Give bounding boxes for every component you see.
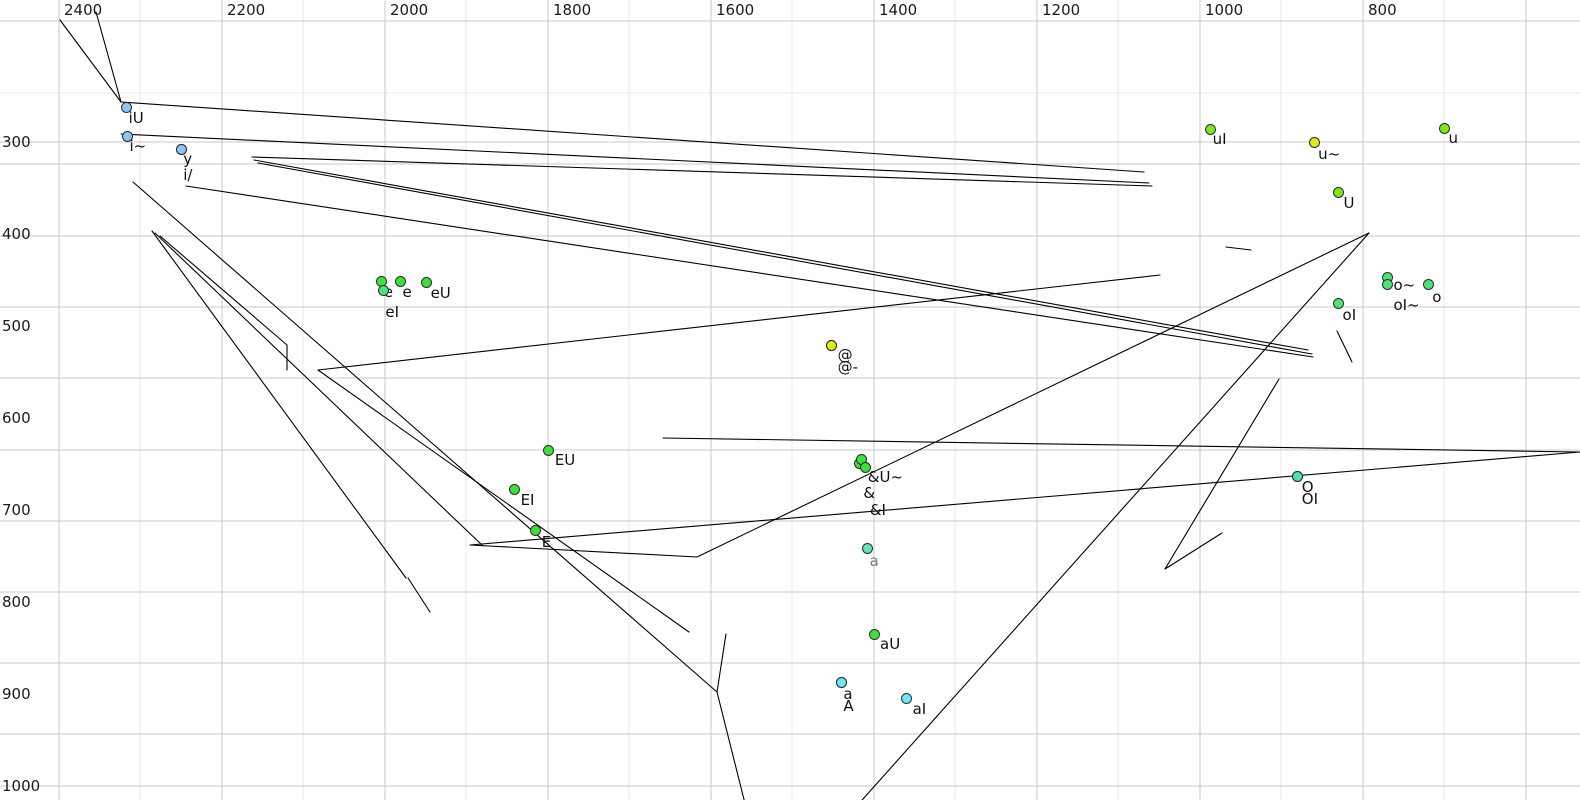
data-point-eU[interactable] (421, 277, 433, 289)
data-point-oI[interactable] (1333, 297, 1345, 309)
data-point-OI[interactable] (1292, 471, 1304, 483)
vowel-label-a: a (869, 551, 879, 570)
data-point-iU[interactable] (121, 102, 133, 114)
vowel-label-@-: @- (837, 358, 859, 377)
vowel-label-EI: EI (520, 490, 535, 509)
data-point-o[interactable] (1422, 279, 1434, 291)
vowel-label-&: & (863, 484, 876, 503)
x-tick-2000: 2000 (390, 1, 429, 19)
vowel-label-uI: uI (1212, 130, 1227, 149)
data-point-aU[interactable] (868, 628, 880, 640)
x-tick-1800: 1800 (553, 1, 592, 19)
data-point-@-[interactable] (826, 339, 838, 351)
data-point-U[interactable] (1333, 187, 1345, 199)
vowel-label-E: E (541, 533, 552, 552)
data-point-u[interactable] (1439, 122, 1450, 134)
data-point-u~[interactable] (1308, 136, 1320, 148)
x-tick-1200: 1200 (1042, 1, 1081, 19)
vowel-label-u: u (1448, 129, 1459, 148)
data-point-aI[interactable] (901, 693, 913, 705)
x-tick-2400: 2400 (64, 1, 103, 19)
vowel-label-e: e (402, 282, 412, 301)
vowel-label-OI: OI (1301, 489, 1319, 508)
vowel-label-u~: u~ (1318, 145, 1341, 163)
y-tick-400: 400 (2, 225, 31, 243)
vowel-label-o~: o~ (1393, 276, 1416, 295)
data-point-&I[interactable] (860, 462, 872, 474)
vowel-label-O: O (1301, 477, 1314, 496)
y-tick-500: 500 (2, 317, 31, 335)
data-point-a[interactable] (861, 543, 873, 555)
data-point-eI[interactable] (377, 284, 389, 296)
y-tick-600: 600 (2, 409, 31, 427)
data-point-oI~[interactable] (1381, 279, 1393, 291)
vowel-label-eU: eU (430, 283, 451, 302)
vowel-label-&U~: &U~ (867, 468, 904, 487)
x-tick-2200: 2200 (227, 1, 266, 19)
vowel-label-eI: eI (385, 303, 400, 322)
y-tick-300: 300 (2, 133, 31, 151)
vowel-label-i~: i~ (129, 137, 147, 156)
vowel-label-y: y (183, 150, 193, 169)
data-point-uI[interactable] (1205, 123, 1217, 135)
vowel-label-aU: aU (880, 635, 901, 654)
vowel-label-A: A (843, 697, 854, 716)
x-tick-1400: 1400 (879, 1, 918, 19)
y-tick-700: 700 (2, 501, 31, 519)
data-point-i/[interactable] (175, 143, 187, 155)
y-tick-800: 800 (2, 593, 31, 611)
vowel-label-U: U (1343, 193, 1355, 212)
data-point-i~[interactable] (121, 130, 133, 142)
data-point-EU[interactable] (543, 444, 555, 456)
vowel-label-iU: iU (128, 108, 144, 127)
vowel-label-EU: EU (554, 451, 576, 470)
data-point-e[interactable] (394, 276, 406, 288)
x-tick-800: 800 (1368, 1, 1397, 19)
x-tick-1000: 1000 (1205, 1, 1244, 19)
formant-trajectory-lines (59, 11, 1580, 800)
data-point-E[interactable] (530, 524, 542, 536)
x-tick-1600: 1600 (716, 1, 755, 19)
vowel-label-aI: aI (912, 699, 927, 718)
vowel-label-&I: &I (869, 500, 886, 519)
data-point-A[interactable] (835, 676, 847, 688)
vowel-label-i/: i/ (183, 166, 193, 185)
y-tick-900: 900 (2, 685, 31, 703)
vowel-label-a: a (843, 685, 853, 704)
y-tick-1000: 1000 (2, 777, 41, 795)
data-point-EI[interactable] (509, 484, 521, 496)
vowel-label-oI~: oI~ (1393, 295, 1420, 314)
vowel-label-@: @ (837, 346, 853, 365)
vowel-label-o: o (1432, 287, 1442, 306)
vowel-label-oI: oI (1342, 306, 1357, 324)
